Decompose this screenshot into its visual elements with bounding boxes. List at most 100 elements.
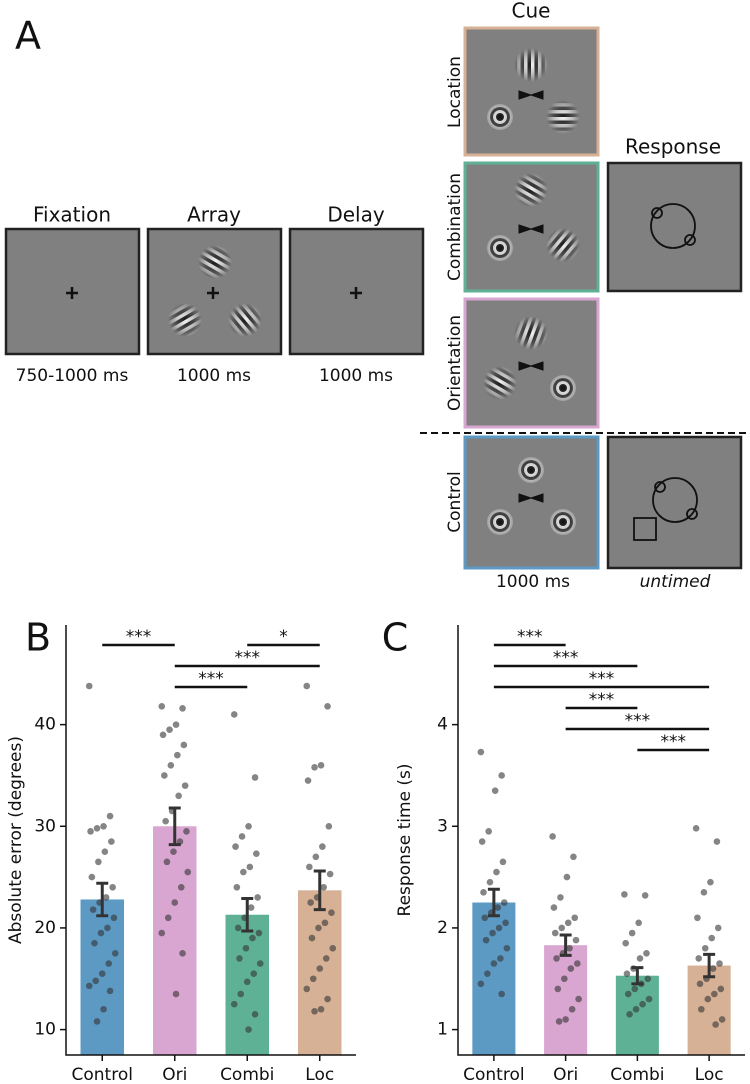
stage-title: Fixation [33,203,111,227]
data-point [623,970,631,977]
gabor [546,100,580,134]
data-point [632,1005,640,1013]
significance-label: * [279,627,288,647]
data-point [93,1018,101,1025]
y-tick-label: 30 [34,816,56,836]
data-point [718,1016,726,1023]
data-point [251,774,259,781]
data-point [567,965,575,972]
panel-label: A [15,14,41,58]
data-point [184,868,192,876]
data-point [250,970,258,977]
data-point [166,726,173,734]
data-point [159,731,167,739]
y-tick-label: 4 [437,715,448,735]
data-point [316,965,324,972]
data-point [172,990,180,998]
data-point [163,858,171,866]
data-point [92,977,100,985]
data-point [482,936,490,944]
data-point [701,944,709,952]
data-point [574,960,581,967]
error-bar [487,887,500,918]
data-point [707,878,714,886]
data-point [714,924,722,932]
data-point [641,892,649,899]
data-point [477,980,485,988]
data-point [106,987,114,995]
gabor-patch [483,366,517,400]
data-point [486,878,494,886]
cue-condition: Combination [445,173,465,281]
data-point [694,914,701,922]
y-tick-label: 1 [437,1020,448,1040]
data-point [104,924,111,932]
fixation [350,287,362,299]
data-point [306,863,313,871]
data-point [503,944,511,952]
cue-condition: Control [445,471,465,532]
gabor [228,303,262,337]
data-point [494,904,502,911]
data-point [101,848,109,855]
data-point [308,934,316,942]
data-point [158,929,166,937]
data-point [167,761,175,769]
data-point [484,970,491,977]
data-point [181,782,189,789]
stage-duration: 750-1000 ms [16,366,129,386]
response-box [606,435,743,570]
cue-box [463,26,600,157]
data-point [177,883,185,891]
data-point [179,705,186,712]
error-bar [96,881,109,918]
data-point [324,703,331,710]
x-tick-label: Loc [305,1065,334,1084]
data-point [643,950,650,957]
data-point [312,853,320,861]
significance-label: *** [625,711,651,731]
gabor [514,48,548,82]
significance-label: *** [661,732,687,752]
data-point [568,1005,576,1013]
data-point [491,787,499,794]
error-bar [703,952,716,979]
data-point [571,914,579,922]
data-point [93,825,101,832]
data-point [238,833,246,840]
ring [496,518,504,526]
data-point [179,950,186,957]
data-point [558,924,566,932]
data-point [712,1021,719,1028]
data-point [635,919,642,927]
gabor-patch [514,173,548,207]
data-point [325,822,333,830]
ring [496,113,504,121]
bar [298,890,342,1055]
data-point [245,1026,252,1033]
data-point [562,1016,569,1023]
data-point [326,870,334,878]
data-point [704,995,712,1003]
bullseye [550,375,576,401]
cue-duration: 1000 ms [496,572,570,592]
bullseye [487,104,513,130]
data-point [575,995,582,1003]
gabor-patch [514,48,548,82]
data-point [234,924,242,932]
gabor [168,303,202,337]
data-point [230,1000,238,1008]
data-point [91,939,98,947]
cue-symbol [518,90,544,100]
data-point [498,990,505,998]
data-point [251,1011,259,1018]
stage-duration: 1000 ms [177,366,251,386]
fixation [66,287,78,299]
data-point [170,848,177,855]
data-point [566,944,573,952]
data-point [102,894,110,901]
data-point [570,853,577,861]
bullseye [487,235,513,261]
data-point [249,934,256,942]
